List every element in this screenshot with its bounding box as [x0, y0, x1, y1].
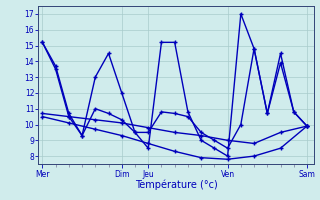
- X-axis label: Température (°c): Température (°c): [135, 180, 217, 190]
